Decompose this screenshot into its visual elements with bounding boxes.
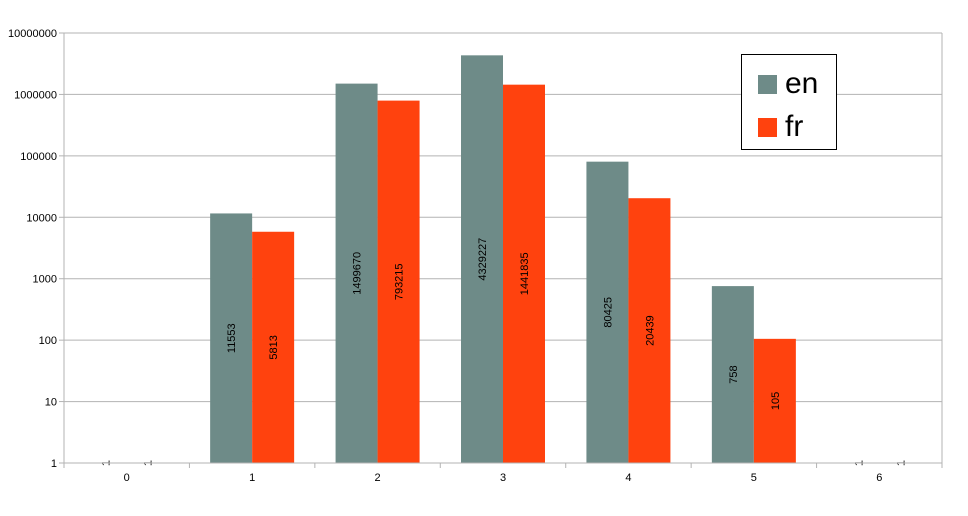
y-tick-label: 10000	[26, 212, 57, 224]
x-tick-label: 2	[375, 472, 381, 484]
x-tick-labels: 0 1 2 3 4 5 6	[124, 472, 883, 484]
x-tick-label: 5	[751, 472, 757, 484]
bar-en-5	[711, 286, 754, 463]
y-tick-label: 100	[39, 335, 57, 347]
bar-en-4	[586, 161, 629, 464]
y-tick-label: 10	[45, 397, 57, 409]
x-tick-label: 4	[625, 472, 631, 484]
bar-fr-2	[377, 100, 420, 464]
legend-label-fr: fr	[785, 110, 804, 143]
y-tick-label: 100000	[20, 151, 57, 163]
bar-fr-5	[753, 338, 796, 463]
y-tick-label: 1000	[33, 274, 57, 286]
x-tick-label: 0	[124, 472, 130, 484]
legend-item-fr: fr	[758, 112, 803, 142]
legend-swatch-fr	[758, 117, 777, 137]
y-tick-label: 1000000	[14, 89, 57, 101]
axes	[63, 33, 943, 468]
x-tick-label: 6	[876, 472, 882, 484]
legend-label-en: en	[785, 67, 819, 100]
bars	[210, 55, 796, 464]
x-tick-label: 1	[249, 472, 255, 484]
bar-fr-3	[503, 84, 545, 463]
data-label-fr-3: 1441835	[519, 252, 531, 295]
data-label-fr-2: 793215	[394, 263, 406, 300]
data-label-fr-4: 20439	[644, 315, 656, 346]
bar-en-1	[210, 213, 253, 463]
legend-swatch-en	[758, 74, 777, 94]
data-label-fr-5: 105	[770, 392, 782, 410]
y-tick-label: 1	[51, 458, 57, 470]
bar-fr-1	[252, 231, 295, 463]
data-label-en-3: 4329227	[477, 238, 489, 281]
legend-item-en: en	[758, 69, 818, 99]
legend: en fr	[741, 54, 837, 150]
x-tick-label: 3	[500, 472, 506, 484]
data-label-fr-1: 5813	[268, 335, 280, 359]
data-label-en-2: 1499670	[352, 252, 364, 295]
y-tick-labels: 1 10 100 1000 10000 100000 1000000 10000000	[8, 28, 57, 470]
data-label-en-5: 758	[728, 365, 740, 383]
y-tick-label: 10000000	[8, 28, 57, 40]
data-label-en-1: 11553	[226, 323, 238, 353]
bar-en-3	[461, 55, 503, 464]
data-label-en-4: 80425	[602, 297, 614, 328]
bar-fr-4	[628, 198, 671, 464]
bar-en-2	[335, 83, 378, 464]
